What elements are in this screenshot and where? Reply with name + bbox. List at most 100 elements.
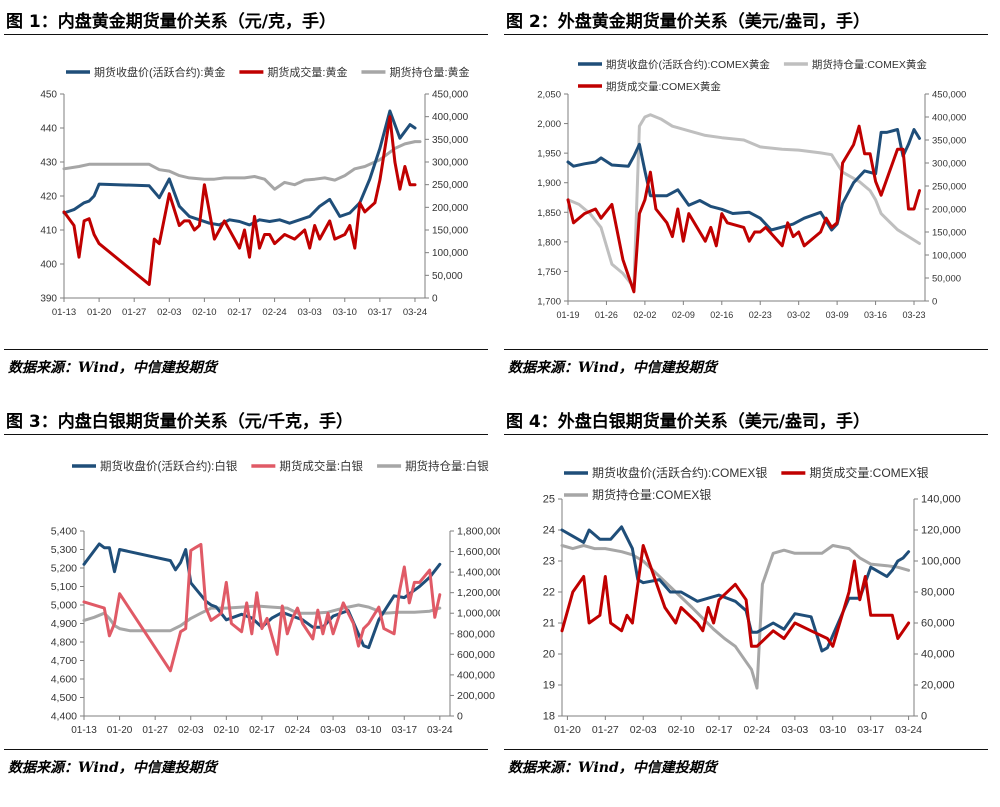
left-tick-label: 400 (40, 260, 57, 271)
left-tick-label: 25 (543, 494, 555, 506)
left-tick-label: 4,600 (51, 674, 77, 686)
legend-label: 期货成交量:黄金 (267, 65, 347, 79)
left-tick-label: 1,850 (537, 208, 561, 219)
right-tick-label: 800,000 (457, 628, 495, 640)
source-note: 数据来源：Wind，中信建投期货 (508, 760, 717, 776)
left-tick-label: 24 (543, 525, 555, 537)
right-tick-label: 350,000 (432, 135, 469, 146)
x-tick-label: 02-24 (285, 725, 311, 736)
chart-title: 图 3：内盘白银期货量价关系（元/千克，手） (6, 412, 353, 432)
x-tick-label: 01-13 (71, 725, 97, 736)
source-rule (4, 349, 488, 350)
title-rule (4, 34, 488, 35)
right-tick-label: 100,000 (921, 556, 961, 568)
right-tick-label: 80,000 (921, 587, 955, 599)
x-tick-label: 02-17 (227, 307, 251, 318)
x-tick-label: 01-27 (142, 725, 168, 736)
x-tick-label: 03-24 (403, 307, 427, 318)
right-tick-label: 250,000 (432, 180, 469, 191)
x-tick-label: 01-13 (52, 307, 76, 318)
left-tick-label: 450 (40, 90, 57, 101)
x-tick-label: 03-10 (333, 307, 357, 318)
right-tick-label: 40,000 (921, 649, 955, 661)
legend-label: 期货持仓量:COMEX黄金 (812, 58, 927, 71)
left-tick-label: 1,750 (537, 267, 561, 278)
chart-plot: 390 400 410 420 430 440 450 0 50,000 100,000 150,0… (40, 65, 469, 318)
source-rule (504, 749, 988, 750)
right-tick-label: 150,000 (932, 228, 966, 239)
legend-label: 期货持仓量:白银 (405, 459, 489, 473)
right-tick-label: 250,000 (932, 182, 966, 193)
left-tick-label: 410 (40, 226, 57, 237)
title-rule (4, 434, 488, 435)
series-line (566, 124, 921, 294)
panel-2: 图 2：外盘黄金期货量价关系（美元/盎司，手） 1,700 1,750 1,800 1… (500, 0, 1000, 400)
series-line (62, 115, 417, 286)
source-note: 数据来源：Wind，中信建投期货 (8, 360, 217, 376)
x-tick-label: 01-19 (556, 310, 579, 320)
x-tick-label: 03-24 (895, 724, 922, 736)
chart-plot: 18 19 20 21 22 23 24 25 0 20,000 40,000 60,000 80,00… (543, 465, 961, 736)
x-tick-label: 02-23 (749, 310, 772, 320)
x-tick-label: 03-02 (787, 310, 810, 320)
right-tick-label: 1,800,000 (457, 526, 500, 538)
left-tick-label: 20 (543, 649, 555, 661)
legend-label: 期货成交量:白银 (279, 459, 363, 473)
x-tick-label: 03-03 (320, 725, 346, 736)
right-tick-label: 20,000 (921, 680, 955, 692)
chart-title: 图 4：外盘白银期货量价关系（美元/盎司，手） (506, 412, 870, 432)
left-tick-label: 21 (543, 618, 555, 630)
right-tick-label: 300,000 (932, 159, 966, 170)
left-tick-label: 22 (543, 587, 555, 599)
chart-title: 图 1：内盘黄金期货量价关系（元/克，手） (6, 12, 336, 32)
x-tick-label: 03-17 (391, 725, 417, 736)
legend-label: 期货收盘价(活跃合约):白银 (100, 459, 238, 473)
left-tick-label: 1,900 (537, 178, 561, 189)
right-tick-label: 450,000 (432, 90, 469, 101)
x-tick-label: 01-20 (107, 725, 133, 736)
x-tick-label: 02-10 (668, 724, 695, 736)
right-tick-label: 120,000 (921, 525, 961, 537)
x-tick-label: 01-26 (595, 310, 618, 320)
right-tick-label: 150,000 (432, 226, 469, 237)
series-line (566, 128, 921, 232)
series-line (560, 544, 911, 648)
x-tick-label: 03-10 (356, 725, 382, 736)
series-line (566, 113, 921, 289)
right-tick-label: 0 (932, 297, 937, 308)
right-tick-label: 60,000 (921, 618, 955, 630)
left-tick-label: 5,200 (51, 563, 77, 575)
right-tick-label: 1,600,000 (457, 546, 500, 558)
left-tick-label: 4,700 (51, 655, 77, 667)
x-tick-label: 01-27 (122, 307, 146, 318)
right-tick-label: 1,200,000 (457, 587, 500, 599)
series-line (560, 525, 911, 653)
source-rule (504, 349, 988, 350)
series-line (62, 140, 422, 191)
right-tick-label: 1,400,000 (457, 567, 500, 579)
x-tick-label: 02-17 (706, 724, 733, 736)
left-tick-label: 19 (543, 680, 555, 692)
left-tick-label: 420 (40, 192, 57, 203)
source-rule (4, 749, 488, 750)
left-tick-label: 2,000 (537, 119, 561, 130)
left-tick-label: 5,000 (51, 600, 77, 612)
left-tick-label: 18 (543, 711, 555, 723)
right-tick-label: 1,000,000 (457, 608, 500, 620)
legend-label: 期货收盘价(活跃合约):COMEX黄金 (606, 58, 770, 71)
x-tick-label: 03-17 (368, 307, 392, 318)
right-tick-label: 300,000 (432, 158, 469, 169)
right-tick-label: 140,000 (921, 494, 961, 506)
right-tick-label: 350,000 (932, 136, 966, 147)
x-tick-label: 03-23 (902, 310, 925, 320)
left-tick-label: 440 (40, 124, 57, 135)
left-tick-label: 5,300 (51, 544, 77, 556)
title-rule (504, 434, 988, 435)
left-tick-label: 1,950 (537, 149, 561, 160)
right-tick-label: 600,000 (457, 649, 495, 661)
right-tick-label: 0 (432, 294, 438, 305)
right-tick-label: 200,000 (432, 203, 469, 214)
x-tick-label: 01-20 (554, 724, 581, 736)
x-tick-label: 03-17 (857, 724, 884, 736)
panel-3: 图 3：内盘白银期货量价关系（元/千克，手） 4,400 4,500 4,600 4,… (0, 400, 500, 800)
